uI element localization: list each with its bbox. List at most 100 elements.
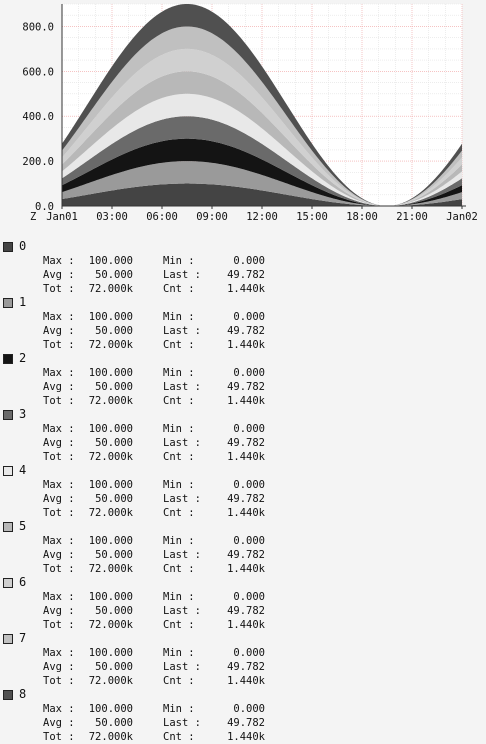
stat-value: 0.000 bbox=[233, 535, 265, 547]
stat-label: Tot : bbox=[43, 395, 75, 407]
stat-label: Min : bbox=[163, 311, 195, 323]
stat-value: 0.000 bbox=[233, 591, 265, 603]
stat-value: 49.782 bbox=[227, 325, 265, 337]
legend-stats-row: Avg : 50.000 Last : 49.782 bbox=[0, 324, 300, 338]
series-area-1 bbox=[62, 161, 462, 206]
legend-stats-row: Max : 100.000 Min : 0.000 bbox=[0, 366, 300, 380]
legend-series-name: 7 bbox=[19, 631, 27, 645]
stat-label: Cnt : bbox=[163, 507, 195, 519]
stat-label: Min : bbox=[163, 703, 195, 715]
stat-label: Min : bbox=[163, 647, 195, 659]
stat-label: Avg : bbox=[43, 661, 75, 673]
stat-value: 0.000 bbox=[233, 479, 265, 491]
stat-label: Max : bbox=[43, 255, 75, 267]
x-tick-label: Jan02 bbox=[446, 211, 478, 223]
stat-label: Last : bbox=[163, 325, 201, 337]
legend-stats-row: Avg : 50.000 Last : 49.782 bbox=[0, 548, 300, 562]
legend-stats-row: Avg : 50.000 Last : 49.782 bbox=[0, 268, 300, 282]
legend-stats-row: Max : 100.000 Min : 0.000 bbox=[0, 310, 300, 324]
legend-entry: 2 Max : 100.000 Min : 0.000 Avg : 50.000 Last :… bbox=[0, 350, 486, 407]
legend-entry: 7 Max : 100.000 Min : 0.000 Avg : 50.000 Last :… bbox=[0, 630, 486, 687]
stat-label: Avg : bbox=[43, 549, 75, 561]
stat-value: 72.000k bbox=[88, 619, 133, 631]
stat-label: Min : bbox=[163, 591, 195, 603]
stat-label: Cnt : bbox=[163, 563, 195, 575]
stat-value: 50.000 bbox=[95, 269, 133, 281]
series-area-2 bbox=[62, 138, 462, 206]
stat-label: Avg : bbox=[43, 717, 75, 729]
legend-stats-row: Max : 100.000 Min : 0.000 bbox=[0, 702, 300, 716]
stat-value: 50.000 bbox=[95, 549, 133, 561]
y-tick-labels: 0.0 200.0 400.0 600.0 800.0 bbox=[22, 21, 54, 213]
legend-stats-row: Avg : 50.000 Last : 49.782 bbox=[0, 660, 300, 674]
legend-stats-row: Max : 100.000 Min : 0.000 bbox=[0, 478, 300, 492]
x-tick-label: 12:00 bbox=[246, 211, 278, 223]
legend-stats-row: Tot : 72.000k Cnt : 1.440k bbox=[0, 450, 300, 464]
stat-value: 1.440k bbox=[227, 451, 265, 463]
legend-entry: 0 Max : 100.000 Min : 0.000 Avg : 50.000 Last :… bbox=[0, 238, 486, 295]
stat-value: 1.440k bbox=[227, 619, 265, 631]
timezone-label: Z bbox=[30, 211, 36, 223]
stat-label: Last : bbox=[163, 493, 201, 505]
axes bbox=[61, 4, 466, 209]
stat-value: 100.000 bbox=[88, 367, 133, 379]
legend-swatch bbox=[3, 354, 13, 364]
stat-value: 50.000 bbox=[95, 325, 133, 337]
legend-stats: Max : 100.000 Min : 0.000 Avg : 50.000 Last : 4… bbox=[0, 590, 300, 632]
stat-value: 0.000 bbox=[233, 255, 265, 267]
stat-label: Min : bbox=[163, 479, 195, 491]
stat-label: Cnt : bbox=[163, 283, 195, 295]
y-tick-label: 600.0 bbox=[22, 66, 54, 78]
stat-value: 50.000 bbox=[95, 493, 133, 505]
legend-swatch bbox=[3, 690, 13, 700]
legend-series-name: 4 bbox=[19, 463, 27, 477]
stat-value: 49.782 bbox=[227, 549, 265, 561]
legend-swatch bbox=[3, 522, 13, 532]
legend-entry: 8 Max : 100.000 Min : 0.000 Avg : 50.000 Last :… bbox=[0, 686, 486, 744]
legend-entry: 3 Max : 100.000 Min : 0.000 Avg : 50.000 Last :… bbox=[0, 406, 486, 464]
stat-value: 49.782 bbox=[227, 269, 265, 281]
stat-value: 1.440k bbox=[227, 675, 265, 687]
stat-label: Last : bbox=[163, 661, 201, 673]
stat-value: 72.000k bbox=[88, 451, 133, 463]
stat-value: 72.000k bbox=[88, 283, 133, 295]
stat-value: 100.000 bbox=[88, 423, 133, 435]
stat-label: Max : bbox=[43, 703, 75, 715]
stat-label: Tot : bbox=[43, 731, 75, 743]
stat-label: Max : bbox=[43, 535, 75, 547]
stat-value: 0.000 bbox=[233, 367, 265, 379]
stat-label: Tot : bbox=[43, 339, 75, 351]
stat-value: 50.000 bbox=[95, 717, 133, 729]
legend-swatch bbox=[3, 242, 13, 252]
series-area-3 bbox=[62, 116, 462, 206]
x-tick-label: 18:00 bbox=[346, 211, 378, 223]
stat-value: 1.440k bbox=[227, 283, 265, 295]
x-tick-label: 15:00 bbox=[296, 211, 328, 223]
stat-label: Cnt : bbox=[163, 675, 195, 687]
legend-stats-row: Tot : 72.000k Cnt : 1.440k bbox=[0, 506, 300, 520]
stat-value: 50.000 bbox=[95, 605, 133, 617]
x-tick-label: 21:00 bbox=[396, 211, 428, 223]
legend-stats-row: Max : 100.000 Min : 0.000 bbox=[0, 422, 300, 436]
legend-stats-row: Avg : 50.000 Last : 49.782 bbox=[0, 380, 300, 394]
stat-value: 1.440k bbox=[227, 339, 265, 351]
legend-series-name: 3 bbox=[19, 407, 27, 421]
stat-value: 0.000 bbox=[233, 311, 265, 323]
legend-stats-row: Max : 100.000 Min : 0.000 bbox=[0, 590, 300, 604]
legend-stats-row: Max : 100.000 Min : 0.000 bbox=[0, 254, 300, 268]
stat-label: Cnt : bbox=[163, 339, 195, 351]
stat-value: 72.000k bbox=[88, 395, 133, 407]
stat-label: Tot : bbox=[43, 451, 75, 463]
stat-value: 49.782 bbox=[227, 437, 265, 449]
legend-series-name: 0 bbox=[19, 239, 27, 253]
stat-value: 1.440k bbox=[227, 563, 265, 575]
stat-value: 1.440k bbox=[227, 507, 265, 519]
legend-stats: Max : 100.000 Min : 0.000 Avg : 50.000 Last : 4… bbox=[0, 702, 300, 744]
stat-value: 100.000 bbox=[88, 255, 133, 267]
stat-value: 100.000 bbox=[88, 535, 133, 547]
legend-series-name: 2 bbox=[19, 351, 27, 365]
legend-stats-row: Avg : 50.000 Last : 49.782 bbox=[0, 716, 300, 730]
x-tick-label: 09:00 bbox=[196, 211, 228, 223]
stat-label: Min : bbox=[163, 367, 195, 379]
legend-stats-row: Max : 100.000 Min : 0.000 bbox=[0, 646, 300, 660]
